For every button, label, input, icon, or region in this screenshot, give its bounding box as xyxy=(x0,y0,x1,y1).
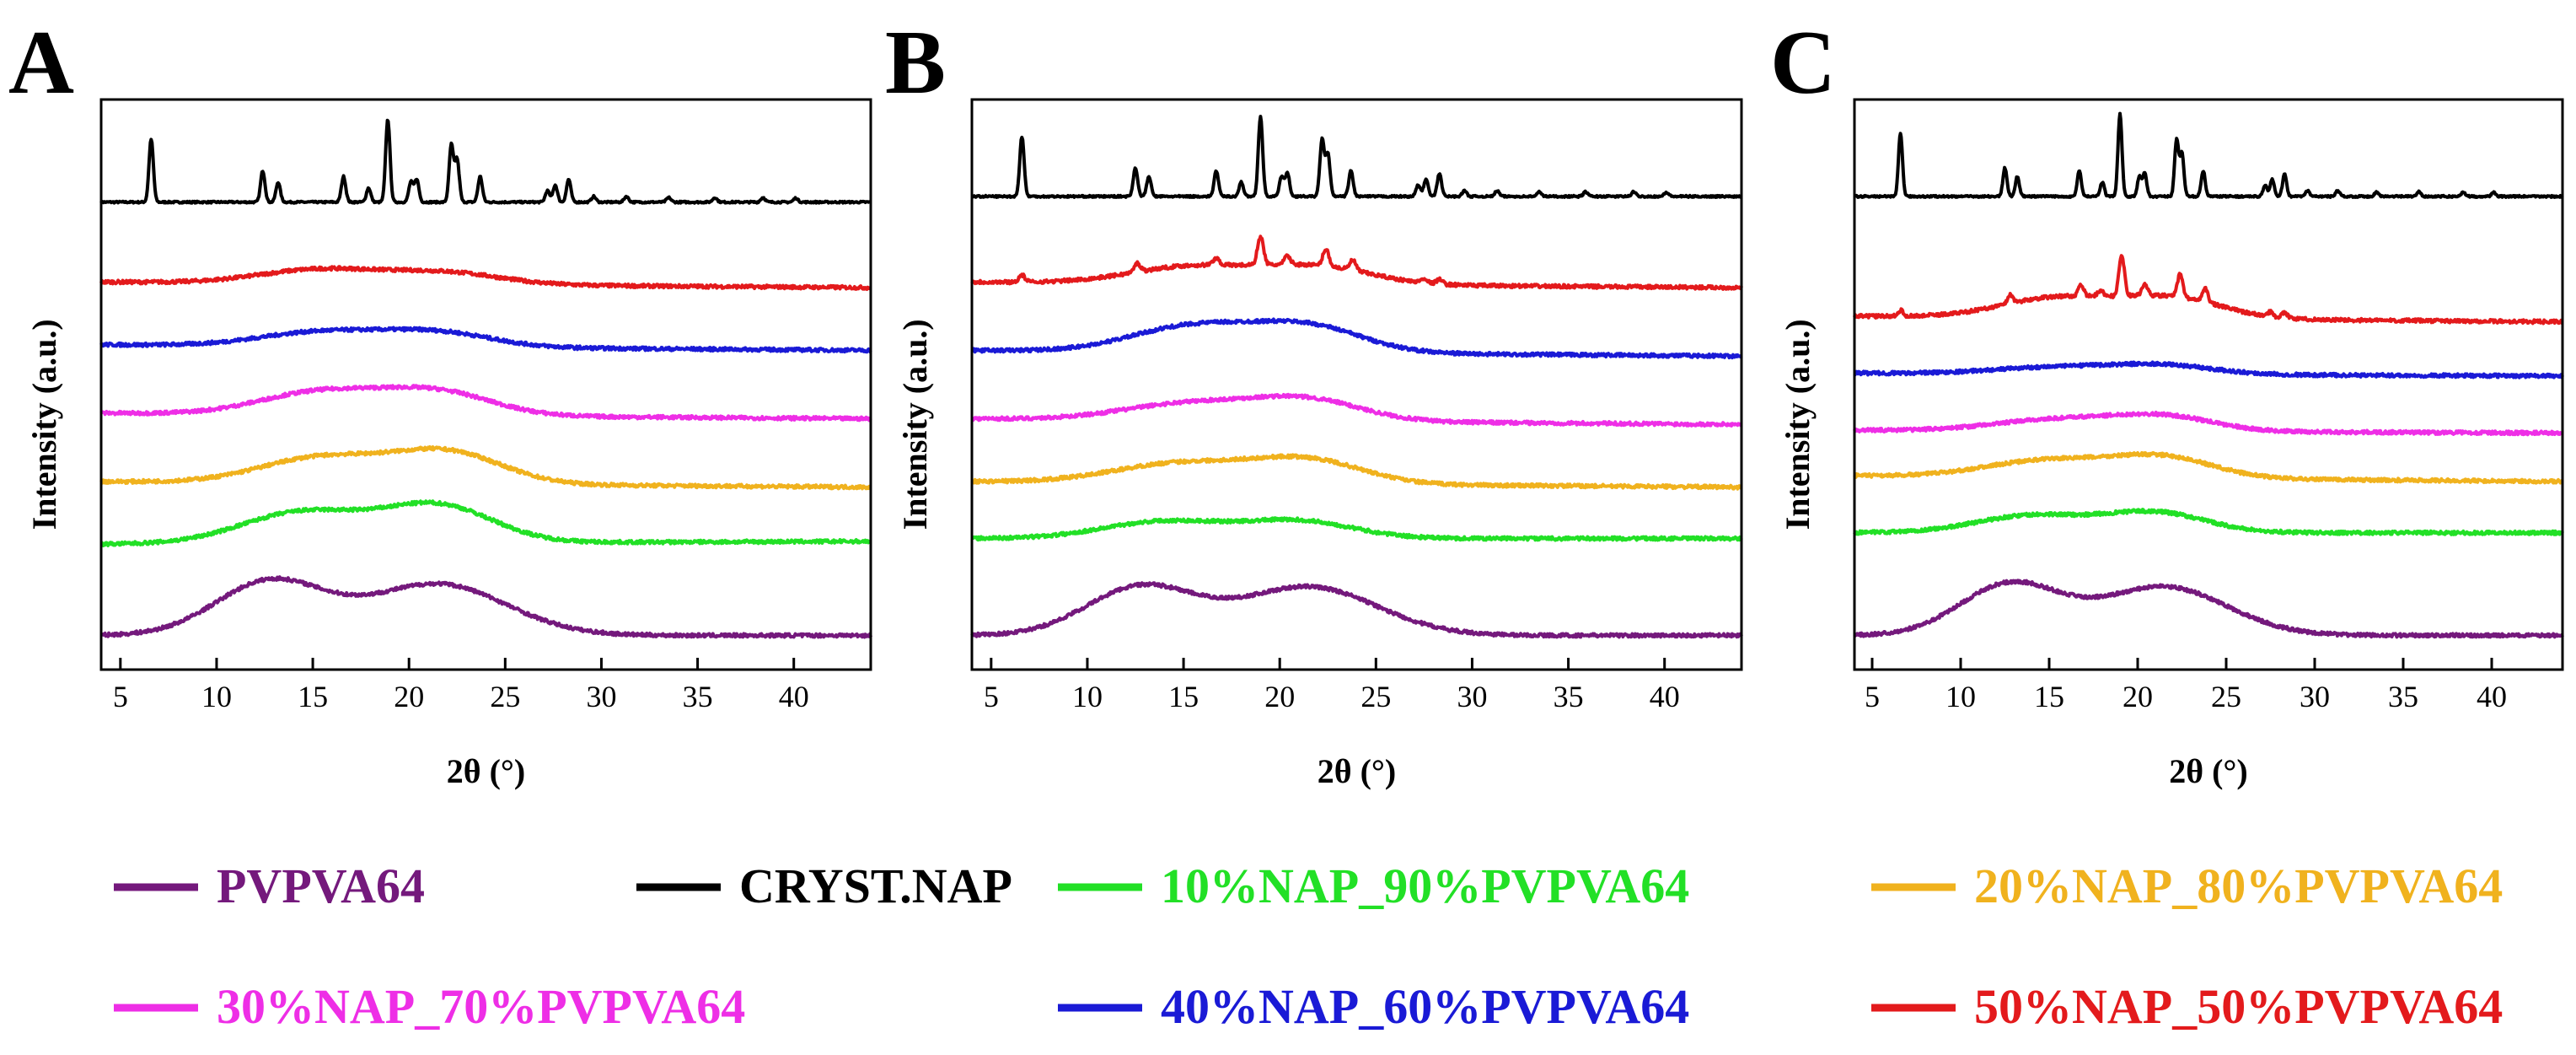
x-tick-label: 20 xyxy=(2123,680,2153,713)
x-tick-label: 40 xyxy=(2477,680,2507,713)
legend-label: 30%NAP_70%PVPVA64 xyxy=(217,979,745,1034)
x-tick-label: 25 xyxy=(490,680,520,713)
x-tick-label: 35 xyxy=(2388,680,2418,713)
panel-letter: B xyxy=(885,13,946,113)
legend-item: PVPVA64 xyxy=(114,859,425,913)
series-line-30-nap-70-pvpva64 xyxy=(970,392,1743,428)
x-tick-label: 40 xyxy=(779,680,809,713)
y-axis-label: Intensity (a.u.) xyxy=(896,319,934,530)
series-line-40-nap-60-pvpva64 xyxy=(970,317,1743,360)
x-axis-label: 2θ (°) xyxy=(2169,752,2248,790)
series-line-10-nap-90-pvpva64 xyxy=(1853,508,2564,536)
legend-item: 30%NAP_70%PVPVA64 xyxy=(114,979,745,1034)
legend-label: 20%NAP_80%PVPVA64 xyxy=(1974,859,2503,913)
x-tick-label: 15 xyxy=(298,680,328,713)
x-tick-label: 10 xyxy=(1945,680,1976,713)
x-tick-label: 25 xyxy=(1360,680,1391,713)
legend-label: 50%NAP_50%PVPVA64 xyxy=(1974,979,2503,1034)
legend-label: PVPVA64 xyxy=(217,859,425,913)
plot-frame xyxy=(1853,98,2564,671)
x-tick-label: 15 xyxy=(2034,680,2064,713)
series-line-pvpva64 xyxy=(99,575,872,639)
legend-item: 20%NAP_80%PVPVA64 xyxy=(1871,859,2503,913)
series-line-pvpva64 xyxy=(970,581,1743,639)
panel-letter: C xyxy=(1770,13,1836,113)
legend-label: 10%NAP_90%PVPVA64 xyxy=(1161,859,1689,913)
x-tick-label: 30 xyxy=(586,680,616,713)
series-line-40-nap-60-pvpva64 xyxy=(99,326,872,354)
plot-frame xyxy=(99,98,872,671)
x-tick-label: 5 xyxy=(1865,680,1880,713)
panel-c: C 5 10 15 20 25 30 35 40 2θ (°) Intensity (a.u.) xyxy=(1770,13,2564,790)
x-tick-label: 10 xyxy=(201,680,232,713)
series-line-pvpva64 xyxy=(1853,579,2564,639)
series-line-cryst-nap xyxy=(970,115,1743,199)
x-tick-label: 30 xyxy=(2300,680,2330,713)
legend-label: 40%NAP_60%PVPVA64 xyxy=(1161,979,1689,1034)
series-line-20-nap-80-pvpva64 xyxy=(99,445,872,491)
series-line-50-nap-50-pvpva64 xyxy=(1853,254,2564,326)
series-line-20-nap-80-pvpva64 xyxy=(970,453,1743,491)
series-line-20-nap-80-pvpva64 xyxy=(1853,450,2564,485)
legend-item: 40%NAP_60%PVPVA64 xyxy=(1058,979,1689,1034)
x-axis-label: 2θ (°) xyxy=(447,752,526,790)
x-tick-label: 20 xyxy=(1264,680,1295,713)
series-line-10-nap-90-pvpva64 xyxy=(99,499,872,547)
series-line-10-nap-90-pvpva64 xyxy=(970,516,1743,542)
legend-item: 50%NAP_50%PVPVA64 xyxy=(1871,979,2503,1034)
x-tick-label: 15 xyxy=(1168,680,1199,713)
series-line-40-nap-60-pvpva64 xyxy=(1853,360,2564,379)
series-line-30-nap-70-pvpva64 xyxy=(99,384,872,423)
panel-letter: A xyxy=(8,13,74,113)
x-tick-label: 40 xyxy=(1650,680,1680,713)
legend: PVPVA64 CRYST.NAP 10%NAP_90%PVPVA64 20%NAP_… xyxy=(114,859,2503,1034)
series-line-cryst-nap xyxy=(99,118,872,205)
legend-item: 10%NAP_90%PVPVA64 xyxy=(1058,859,1689,913)
legend-label: CRYST.NAP xyxy=(739,859,1012,913)
x-tick-label: 25 xyxy=(2211,680,2241,713)
x-axis-label: 2θ (°) xyxy=(1318,752,1397,790)
panel-a: A 5 10 15 20 25 30 35 40 2θ (°) Intensity (a.u.) xyxy=(8,13,872,790)
y-axis-label: Intensity (a.u.) xyxy=(25,319,63,530)
plot-frame xyxy=(970,98,1743,671)
x-tick-label: 5 xyxy=(984,680,999,713)
legend-item: CRYST.NAP xyxy=(636,859,1012,913)
x-tick-label: 35 xyxy=(1554,680,1584,713)
series-line-30-nap-70-pvpva64 xyxy=(1853,410,2564,437)
series-line-50-nap-50-pvpva64 xyxy=(970,234,1743,291)
y-axis-label: Intensity (a.u.) xyxy=(1779,319,1817,530)
x-tick-label: 20 xyxy=(394,680,424,713)
panel-b: B 5 10 15 20 25 30 35 40 2θ (°) Intensity (a.u.) xyxy=(885,13,1743,790)
x-tick-label: 5 xyxy=(113,680,128,713)
x-tick-label: 30 xyxy=(1457,680,1487,713)
series-line-cryst-nap xyxy=(1853,111,2564,199)
x-tick-label: 10 xyxy=(1072,680,1103,713)
series-line-50-nap-50-pvpva64 xyxy=(99,265,872,291)
x-tick-label: 35 xyxy=(683,680,713,713)
